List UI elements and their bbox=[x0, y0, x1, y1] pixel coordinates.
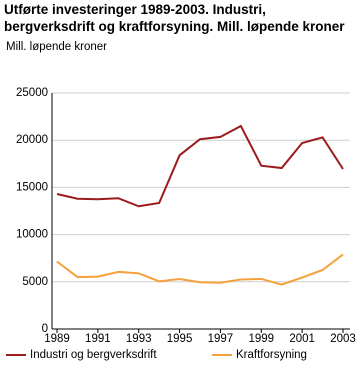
x-tick-label: 1989 bbox=[44, 333, 70, 345]
y-tick-label: 20000 bbox=[16, 134, 48, 146]
x-tick-label: 1997 bbox=[208, 333, 234, 345]
data-line bbox=[56, 124, 344, 208]
y-tick-label: 5000 bbox=[22, 276, 48, 288]
y-tick-label: 25000 bbox=[16, 87, 48, 99]
y-tick-label: 15000 bbox=[16, 181, 48, 193]
x-tick-label: 1991 bbox=[85, 333, 111, 345]
legend-label: Industri og bergverksdrift bbox=[30, 349, 157, 361]
x-tick-label: 1993 bbox=[126, 333, 152, 345]
data-line bbox=[56, 253, 344, 286]
y-tick-label: 10000 bbox=[16, 229, 48, 241]
x-tick-label: 1995 bbox=[167, 333, 193, 345]
chart-title: Utførte investeringer 1989-2003. Industr… bbox=[4, 2, 345, 34]
x-tick-label: 2003 bbox=[330, 333, 356, 345]
y-tick-label: 0 bbox=[42, 323, 48, 335]
x-tick-label: 1999 bbox=[248, 333, 274, 345]
legend-label: Kraftforsyning bbox=[236, 349, 307, 361]
y-axis-label: Mill. løpende kroner bbox=[6, 41, 107, 53]
x-tick-label: 2001 bbox=[289, 333, 315, 345]
